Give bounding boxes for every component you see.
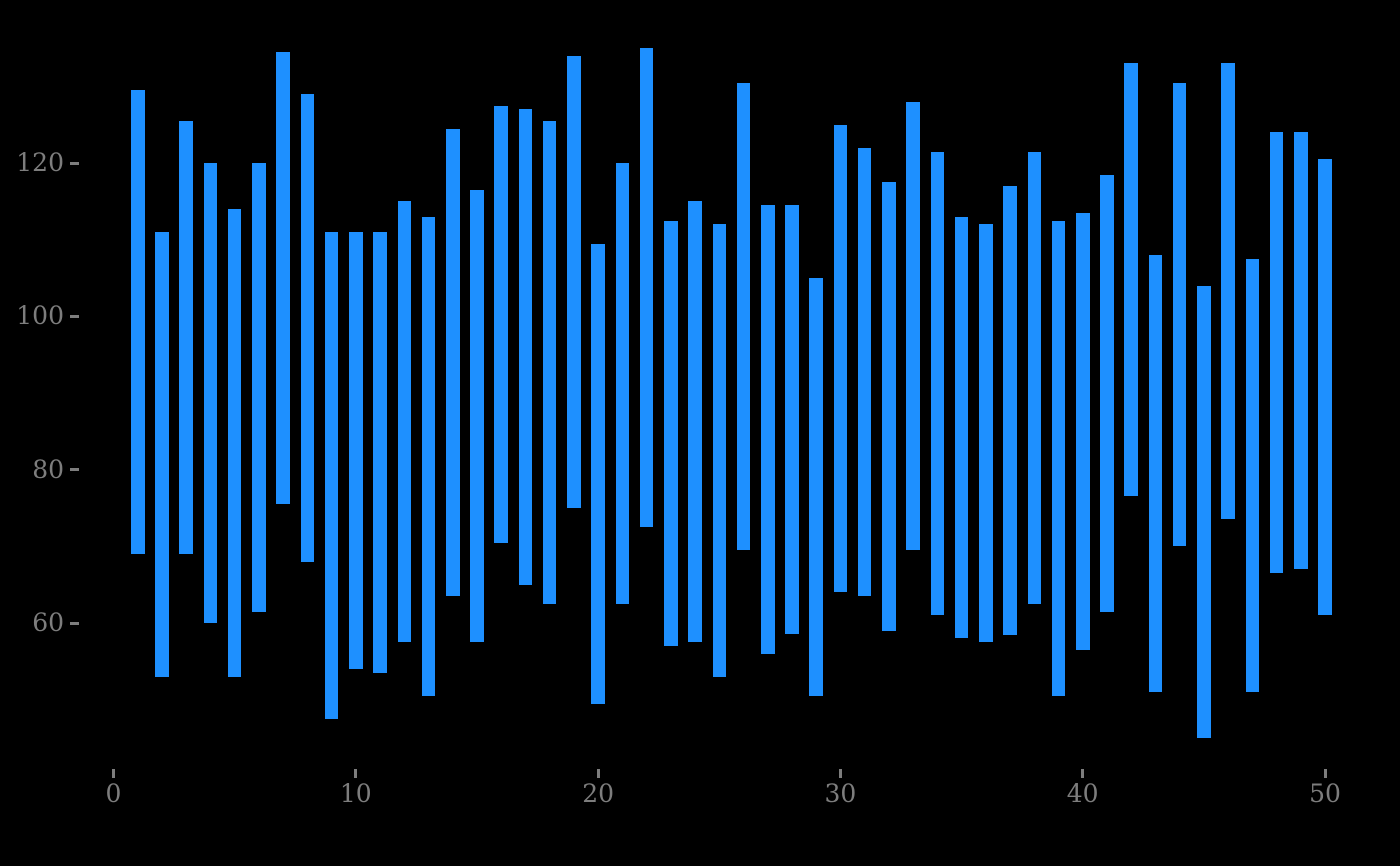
range-bar <box>591 243 605 704</box>
y-tick-mark <box>70 621 79 625</box>
range-bar <box>664 220 678 646</box>
y-tick-label: 80 <box>32 454 64 484</box>
range-bar <box>809 278 823 696</box>
range-bar <box>1318 159 1332 616</box>
x-tick-mark <box>838 769 842 778</box>
range-bar <box>954 216 969 639</box>
range-bar <box>446 128 460 597</box>
range-bar <box>1245 258 1260 692</box>
range-bar <box>542 120 557 604</box>
range-bar <box>179 120 193 554</box>
range-bar <box>1221 63 1235 520</box>
x-tick-mark <box>1081 769 1085 778</box>
y-tick-mark <box>70 468 79 472</box>
y-tick-label: 120 <box>16 148 64 177</box>
range-bar <box>227 209 242 677</box>
range-bar <box>373 232 387 673</box>
range-bar <box>518 109 533 585</box>
range-bar <box>1148 255 1163 692</box>
range-bar <box>979 224 993 643</box>
range-bar <box>906 101 920 551</box>
range-bar <box>567 55 581 508</box>
range-bar <box>833 124 848 593</box>
range-bar <box>688 201 702 643</box>
range-bar <box>1269 132 1284 574</box>
range-bar <box>324 232 339 719</box>
range-bar <box>1172 82 1187 547</box>
x-tick-label: 40 <box>1066 779 1099 808</box>
y-tick-label: 60 <box>32 608 64 637</box>
x-tick-mark <box>1323 769 1327 778</box>
range-bar <box>1197 285 1211 738</box>
range-bar <box>397 201 411 643</box>
x-tick-label: 10 <box>339 779 372 808</box>
x-tick-label: 0 <box>105 779 122 808</box>
range-bar <box>857 147 872 597</box>
range-bar <box>1076 212 1090 650</box>
range-bar <box>712 224 726 677</box>
range-bar <box>1003 186 1017 635</box>
range-bar <box>1124 63 1138 497</box>
range-bar <box>882 182 896 631</box>
x-tick-mark <box>596 769 600 778</box>
range-bar <box>930 151 945 616</box>
range-bar <box>203 163 218 623</box>
range-bar <box>761 205 775 654</box>
range-bar <box>1051 220 1066 696</box>
range-bar <box>736 82 751 551</box>
range-bar <box>1027 151 1041 604</box>
range-bar <box>639 48 654 528</box>
range-bar <box>1294 132 1308 570</box>
range-bar <box>276 51 290 505</box>
range-bar <box>470 189 484 643</box>
y-tick-mark <box>70 314 79 318</box>
range-bar <box>155 232 169 677</box>
range-bar <box>349 232 363 669</box>
x-tick-label: 30 <box>824 779 857 808</box>
x-tick-label: 20 <box>582 779 614 808</box>
range-bar <box>421 216 436 696</box>
x-tick-mark <box>354 769 358 778</box>
range-bar <box>615 163 630 604</box>
range-bar <box>785 205 799 635</box>
range-bar <box>252 163 266 612</box>
range-bar <box>131 90 145 554</box>
range-bar <box>494 105 508 543</box>
range-bar <box>300 94 315 562</box>
x-tick-label: 50 <box>1309 779 1341 808</box>
y-tick-mark <box>70 161 79 165</box>
y-tick-label: 100 <box>16 301 64 331</box>
x-tick-mark <box>112 769 115 778</box>
range-bar <box>1100 174 1114 612</box>
